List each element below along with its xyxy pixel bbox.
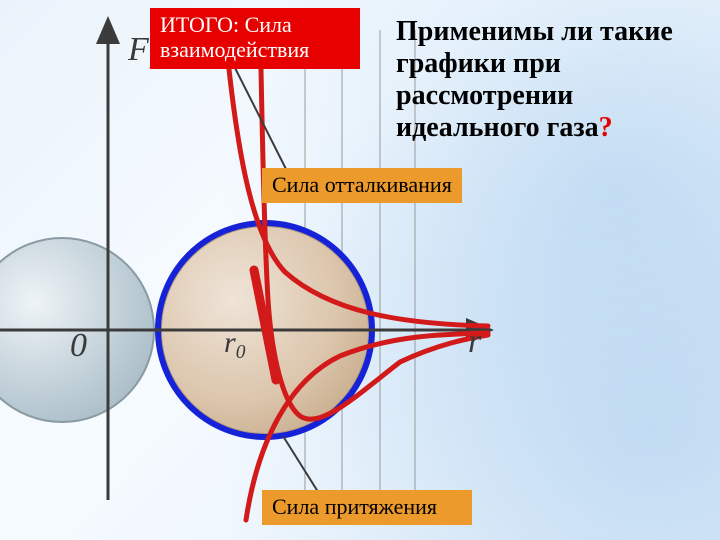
repulsion-label: Сила отталкивания [262,168,462,203]
origin-label: 0 [70,327,87,364]
question-text: Применимы ли такие графики при рассмотре… [396,16,706,144]
diagram-stage: Fr r 0 r0 ИТОГО: Сила взаимодействия Сил… [0,0,720,540]
net-force-label-a: ИТОГО [160,12,233,37]
attraction-callout-line [283,436,320,495]
question-body: Применимы ли такие графики при рассмотре… [396,16,673,143]
x-axis-label: r [468,323,482,360]
attraction-label: Сила притяжения [262,490,472,525]
question-mark: ? [599,112,613,143]
net-force-label: ИТОГО: Сила взаимодействия [150,8,360,69]
